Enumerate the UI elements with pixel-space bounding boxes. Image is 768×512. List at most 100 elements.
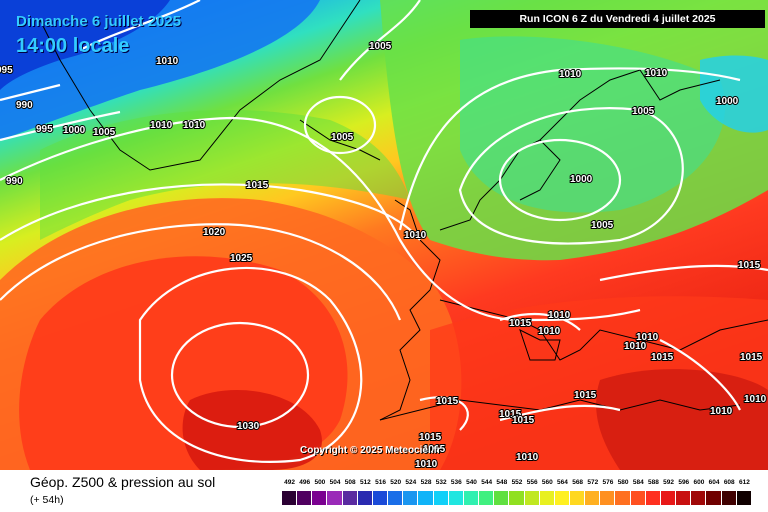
legend-swatch xyxy=(676,491,692,505)
isobar-label: 1015 xyxy=(423,444,446,455)
isobar-label: 1010 xyxy=(183,120,206,131)
legend-value: 596 xyxy=(678,479,690,486)
legend-swatch xyxy=(433,491,449,505)
isobar-1015-africa xyxy=(419,396,469,431)
legend-value: 556 xyxy=(526,479,538,486)
copyright: Copyright © 2025 Meteociel.fr xyxy=(300,445,441,456)
legend-value: 568 xyxy=(572,479,584,486)
isobar-label: 1015 xyxy=(246,180,269,191)
isobar-label: 1000 xyxy=(716,96,739,107)
legend-value: 524 xyxy=(405,479,417,486)
isobar-label: 1015 xyxy=(574,390,597,401)
isobar-1010-east xyxy=(659,339,741,411)
legend-swatch xyxy=(403,491,419,505)
isobar-1015 xyxy=(0,183,421,241)
parameter-name: Géop. Z500 & pression au sol xyxy=(30,474,216,490)
isobar-label: 1000 xyxy=(63,125,86,136)
legend-swatch xyxy=(357,491,373,505)
isobar-label: 1030 xyxy=(237,421,260,432)
legend-swatch xyxy=(448,491,464,505)
isobar-label: 1005 xyxy=(93,127,116,138)
legend-value: 588 xyxy=(648,479,659,486)
isobar-label: 1010 xyxy=(156,56,179,67)
isobar-label: 1010 xyxy=(516,452,539,463)
isobar-label: 1010 xyxy=(636,332,659,343)
isobar-label: 1015 xyxy=(738,260,761,271)
forecast-map: 1005 995 1010 990 995 1000 1005 1010 101… xyxy=(0,0,768,470)
isobar-1000-scandinavia xyxy=(498,138,622,222)
isobar-1010-north xyxy=(398,67,741,231)
legend-swatch xyxy=(297,491,313,505)
legend-value: 560 xyxy=(541,479,553,486)
isobar-label: 1005 xyxy=(591,220,614,231)
isobar-1015-south xyxy=(499,404,621,422)
isobar-label: 1010 xyxy=(150,120,173,131)
legend-value: 604 xyxy=(708,479,720,486)
east-med-core xyxy=(596,369,768,470)
scandinavian-trough-core xyxy=(460,36,726,213)
legend-value: 564 xyxy=(557,479,568,486)
run-info: Run ICON 6 Z du Vendredi 4 juillet 2025 xyxy=(470,10,765,28)
isobar-label: 1010 xyxy=(415,459,438,470)
isobar-label: 1010 xyxy=(548,310,571,321)
legend-bar xyxy=(282,491,752,505)
legend-swatch xyxy=(721,491,737,505)
legend-swatch xyxy=(312,491,328,505)
legend-value: 584 xyxy=(632,479,644,486)
isobar-label: 1015 xyxy=(436,396,459,407)
isobar-label: 1005 xyxy=(369,41,392,52)
legend-value: 492 xyxy=(284,479,296,486)
legend-swatch xyxy=(524,491,540,505)
legend-value: 580 xyxy=(617,479,629,486)
legend-value: 500 xyxy=(314,479,326,486)
isobar-1030 xyxy=(170,321,310,429)
legend-labels: 492 496 500 504 508 512 516 520 524 528 532 536 540 5… xyxy=(282,479,752,489)
isobar-label: 1010 xyxy=(404,230,427,241)
isobar-label: 1010 xyxy=(538,326,561,337)
legend-swatch xyxy=(645,491,661,505)
isobar-label: 1000 xyxy=(570,174,593,185)
legend-swatch xyxy=(691,491,707,505)
legend-swatch xyxy=(630,491,646,505)
legend-swatch xyxy=(706,491,722,505)
legend-value: 600 xyxy=(693,479,705,486)
azores-ridge-center xyxy=(182,390,322,470)
isobar-1010-med xyxy=(499,312,581,331)
isobar-1005-west xyxy=(0,110,121,142)
isobar-label: 990 xyxy=(6,176,23,187)
isobar-label: 1015 xyxy=(499,409,522,420)
legend-value: 496 xyxy=(299,479,311,486)
color-legend: 492 496 500 504 508 512 516 520 524 528 532 536 540 5… xyxy=(282,479,752,505)
lead-time: (+ 54h) xyxy=(30,494,64,506)
legend-value: 540 xyxy=(466,479,477,486)
legend-value: 552 xyxy=(511,479,523,486)
legend-value: 516 xyxy=(375,479,386,486)
legend-value: 528 xyxy=(420,479,432,486)
legend-value: 608 xyxy=(723,479,735,486)
legend-swatch xyxy=(388,491,404,505)
legend-swatch xyxy=(539,491,555,505)
legend-value: 532 xyxy=(435,479,447,486)
legend-swatch xyxy=(418,491,434,505)
isobar-1010-topleft xyxy=(79,0,201,51)
isobar-label: 1015 xyxy=(651,352,674,363)
isobars xyxy=(0,0,768,462)
isobar-label: 1015 xyxy=(509,318,532,329)
isobar-label: 995 xyxy=(0,65,13,76)
legend-swatch xyxy=(372,491,389,505)
isobar-label: 1010 xyxy=(624,341,647,352)
legend-value: 504 xyxy=(329,479,341,486)
isobar-1015-east xyxy=(599,264,768,282)
isobar-label: 1010 xyxy=(744,394,767,405)
isobar-label: 995 xyxy=(36,124,53,135)
isobar-1025 xyxy=(138,266,363,463)
atlantic-low-core xyxy=(0,0,170,90)
isobar-1005-north xyxy=(339,0,421,81)
legend-swatch xyxy=(509,491,525,505)
forecast-date: Dimanche 6 juillet 2025 xyxy=(16,13,182,30)
legend-value: 572 xyxy=(587,479,599,486)
forecast-time: 14:00 locale xyxy=(16,35,130,57)
isobar-label: 1010 xyxy=(645,68,668,79)
legend-swatch xyxy=(615,491,631,505)
legend-value: 592 xyxy=(663,479,675,486)
